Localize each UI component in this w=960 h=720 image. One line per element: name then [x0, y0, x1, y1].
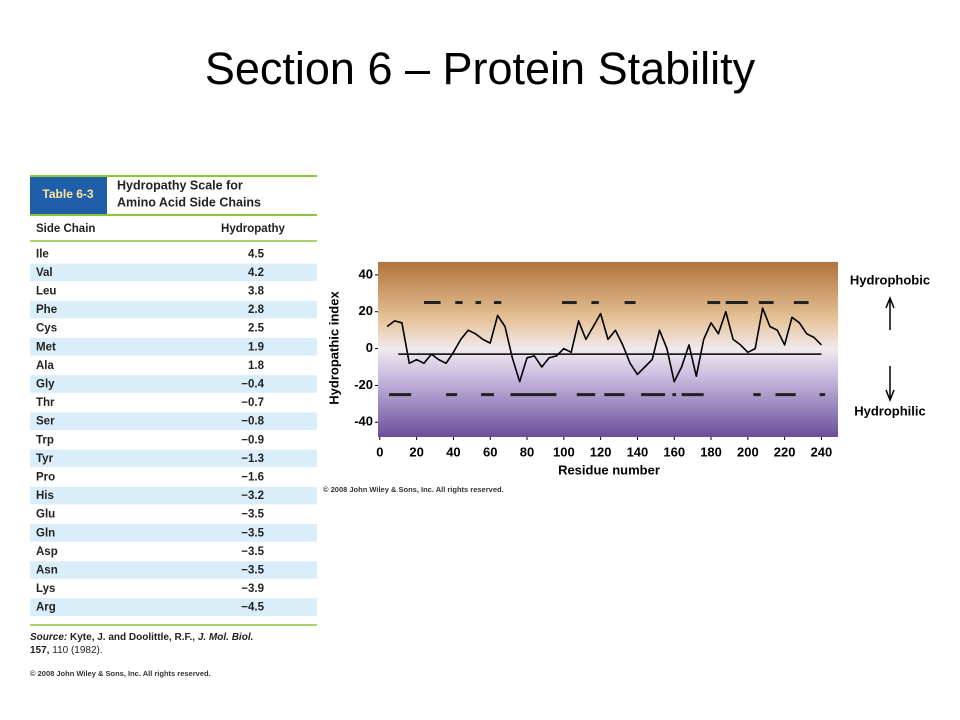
side-chain: Thr	[36, 397, 55, 409]
table-label-box	[30, 177, 107, 214]
hydropathy: −3.5	[241, 565, 264, 577]
side-chain: Ile	[36, 248, 49, 260]
row-shade	[30, 263, 317, 282]
side-chain: Arg	[36, 602, 56, 614]
slide-title: Section 6 – Protein Stability	[205, 43, 756, 94]
hydropathy: −4.5	[241, 602, 264, 614]
hydropathy: −0.4	[241, 379, 264, 391]
table-caption: Amino Acid Side Chains	[117, 195, 261, 209]
x-tick-label: 20	[409, 444, 423, 459]
table-label: Table 6-3	[42, 187, 93, 201]
hydropathy-line	[386, 307, 822, 383]
source-rest: 110 (1982).	[52, 645, 102, 656]
copyright: © 2008 John Wiley & Sons, Inc. All right…	[30, 669, 211, 678]
x-tick-label: 160	[663, 444, 685, 459]
hydropathy: 4.2	[248, 267, 264, 279]
source: 157, 110 (1982).	[30, 645, 103, 656]
side-chain: Trp	[36, 434, 54, 446]
source-volume: 157,	[30, 645, 50, 656]
side-chain: Gly	[36, 379, 55, 391]
row-shade	[30, 561, 317, 579]
side-chain: Gln	[36, 527, 55, 539]
x-tick-label: 80	[520, 444, 534, 459]
side-chain: Asp	[36, 546, 58, 558]
hydropathy: 1.9	[248, 341, 264, 353]
source-authors: Kyte, J. and Doolittle, R.F.,	[70, 632, 195, 643]
y-tick-label: 20	[359, 303, 373, 318]
y-axis-label: Hydropathic index	[326, 291, 341, 405]
hydropathy: 2.5	[248, 323, 265, 335]
x-tick-label: 240	[811, 444, 833, 459]
y-tick-label: -20	[354, 377, 373, 392]
side-chain: Asn	[36, 565, 58, 577]
x-tick-label: 0	[376, 444, 383, 459]
x-tick-label: 220	[774, 444, 796, 459]
hydropathy: −1.6	[241, 472, 264, 484]
y-tick-label: -40	[354, 414, 373, 429]
row-shade	[30, 486, 317, 505]
side-chain: Tyr	[36, 453, 54, 465]
row-shade	[30, 412, 317, 430]
x-tick-label: 100	[553, 444, 575, 459]
table-caption: Hydropathy Scale for	[117, 178, 243, 192]
side-chain: Lys	[36, 583, 55, 595]
source: Source: Kyte, J. and Doolittle, R.F., J.…	[30, 632, 253, 643]
plot-background	[378, 262, 838, 437]
side-chain: His	[36, 490, 54, 502]
annotation: Hydrophilic	[854, 403, 926, 418]
source-journal: J. Mol. Biol.	[198, 632, 254, 643]
source-label: Source:	[30, 632, 67, 643]
x-tick-label: 200	[737, 444, 759, 459]
y-tick-label: 40	[359, 266, 373, 281]
hydropathy: 4.5	[248, 248, 265, 260]
side-chain: Val	[36, 267, 53, 279]
arrow-up	[885, 295, 895, 330]
x-tick-label: 140	[627, 444, 649, 459]
row-shade	[30, 338, 317, 356]
copyright: © 2008 John Wiley & Sons, Inc. All right…	[323, 485, 504, 494]
x-tick-label: 40	[446, 444, 460, 459]
hydropathy: −3.5	[241, 546, 264, 558]
hydropathy: −0.7	[241, 397, 264, 409]
x-tick-label: 180	[700, 444, 722, 459]
side-chain: Leu	[36, 286, 56, 298]
side-chain: Ala	[36, 360, 55, 372]
hydropathy: −0.8	[241, 416, 264, 428]
side-chain: Cys	[36, 323, 57, 335]
row-shade	[30, 300, 317, 319]
hydropathy: −3.5	[241, 527, 264, 539]
row-shade	[30, 375, 317, 393]
side-chain: Pro	[36, 472, 55, 484]
x-axis-label: Residue number	[558, 462, 660, 477]
row-shade	[30, 598, 317, 616]
side-chain: Glu	[36, 509, 55, 521]
side-chain: Met	[36, 341, 56, 353]
hydropathy: −3.2	[241, 490, 264, 502]
x-tick-label: 60	[483, 444, 497, 459]
column-header: Hydropathy	[221, 223, 286, 235]
row-shade	[30, 449, 317, 468]
side-chain: Phe	[36, 304, 57, 316]
hydropathy: −1.3	[241, 453, 264, 465]
arrow-down	[885, 366, 895, 403]
hydropathy: 3.8	[248, 286, 265, 298]
y-tick-label: 0	[366, 340, 373, 355]
column-header: Side Chain	[36, 223, 95, 235]
hydropathy: −3.5	[241, 509, 264, 521]
row-shade	[30, 524, 317, 542]
x-tick-label: 120	[590, 444, 612, 459]
hydropathy: 1.8	[248, 360, 265, 372]
side-chain: Ser	[36, 416, 55, 428]
hydropathy: −3.9	[241, 583, 264, 595]
hydropathy: −0.9	[241, 434, 264, 446]
hydropathy: 2.8	[248, 304, 265, 316]
annotation: Hydrophobic	[850, 272, 930, 287]
